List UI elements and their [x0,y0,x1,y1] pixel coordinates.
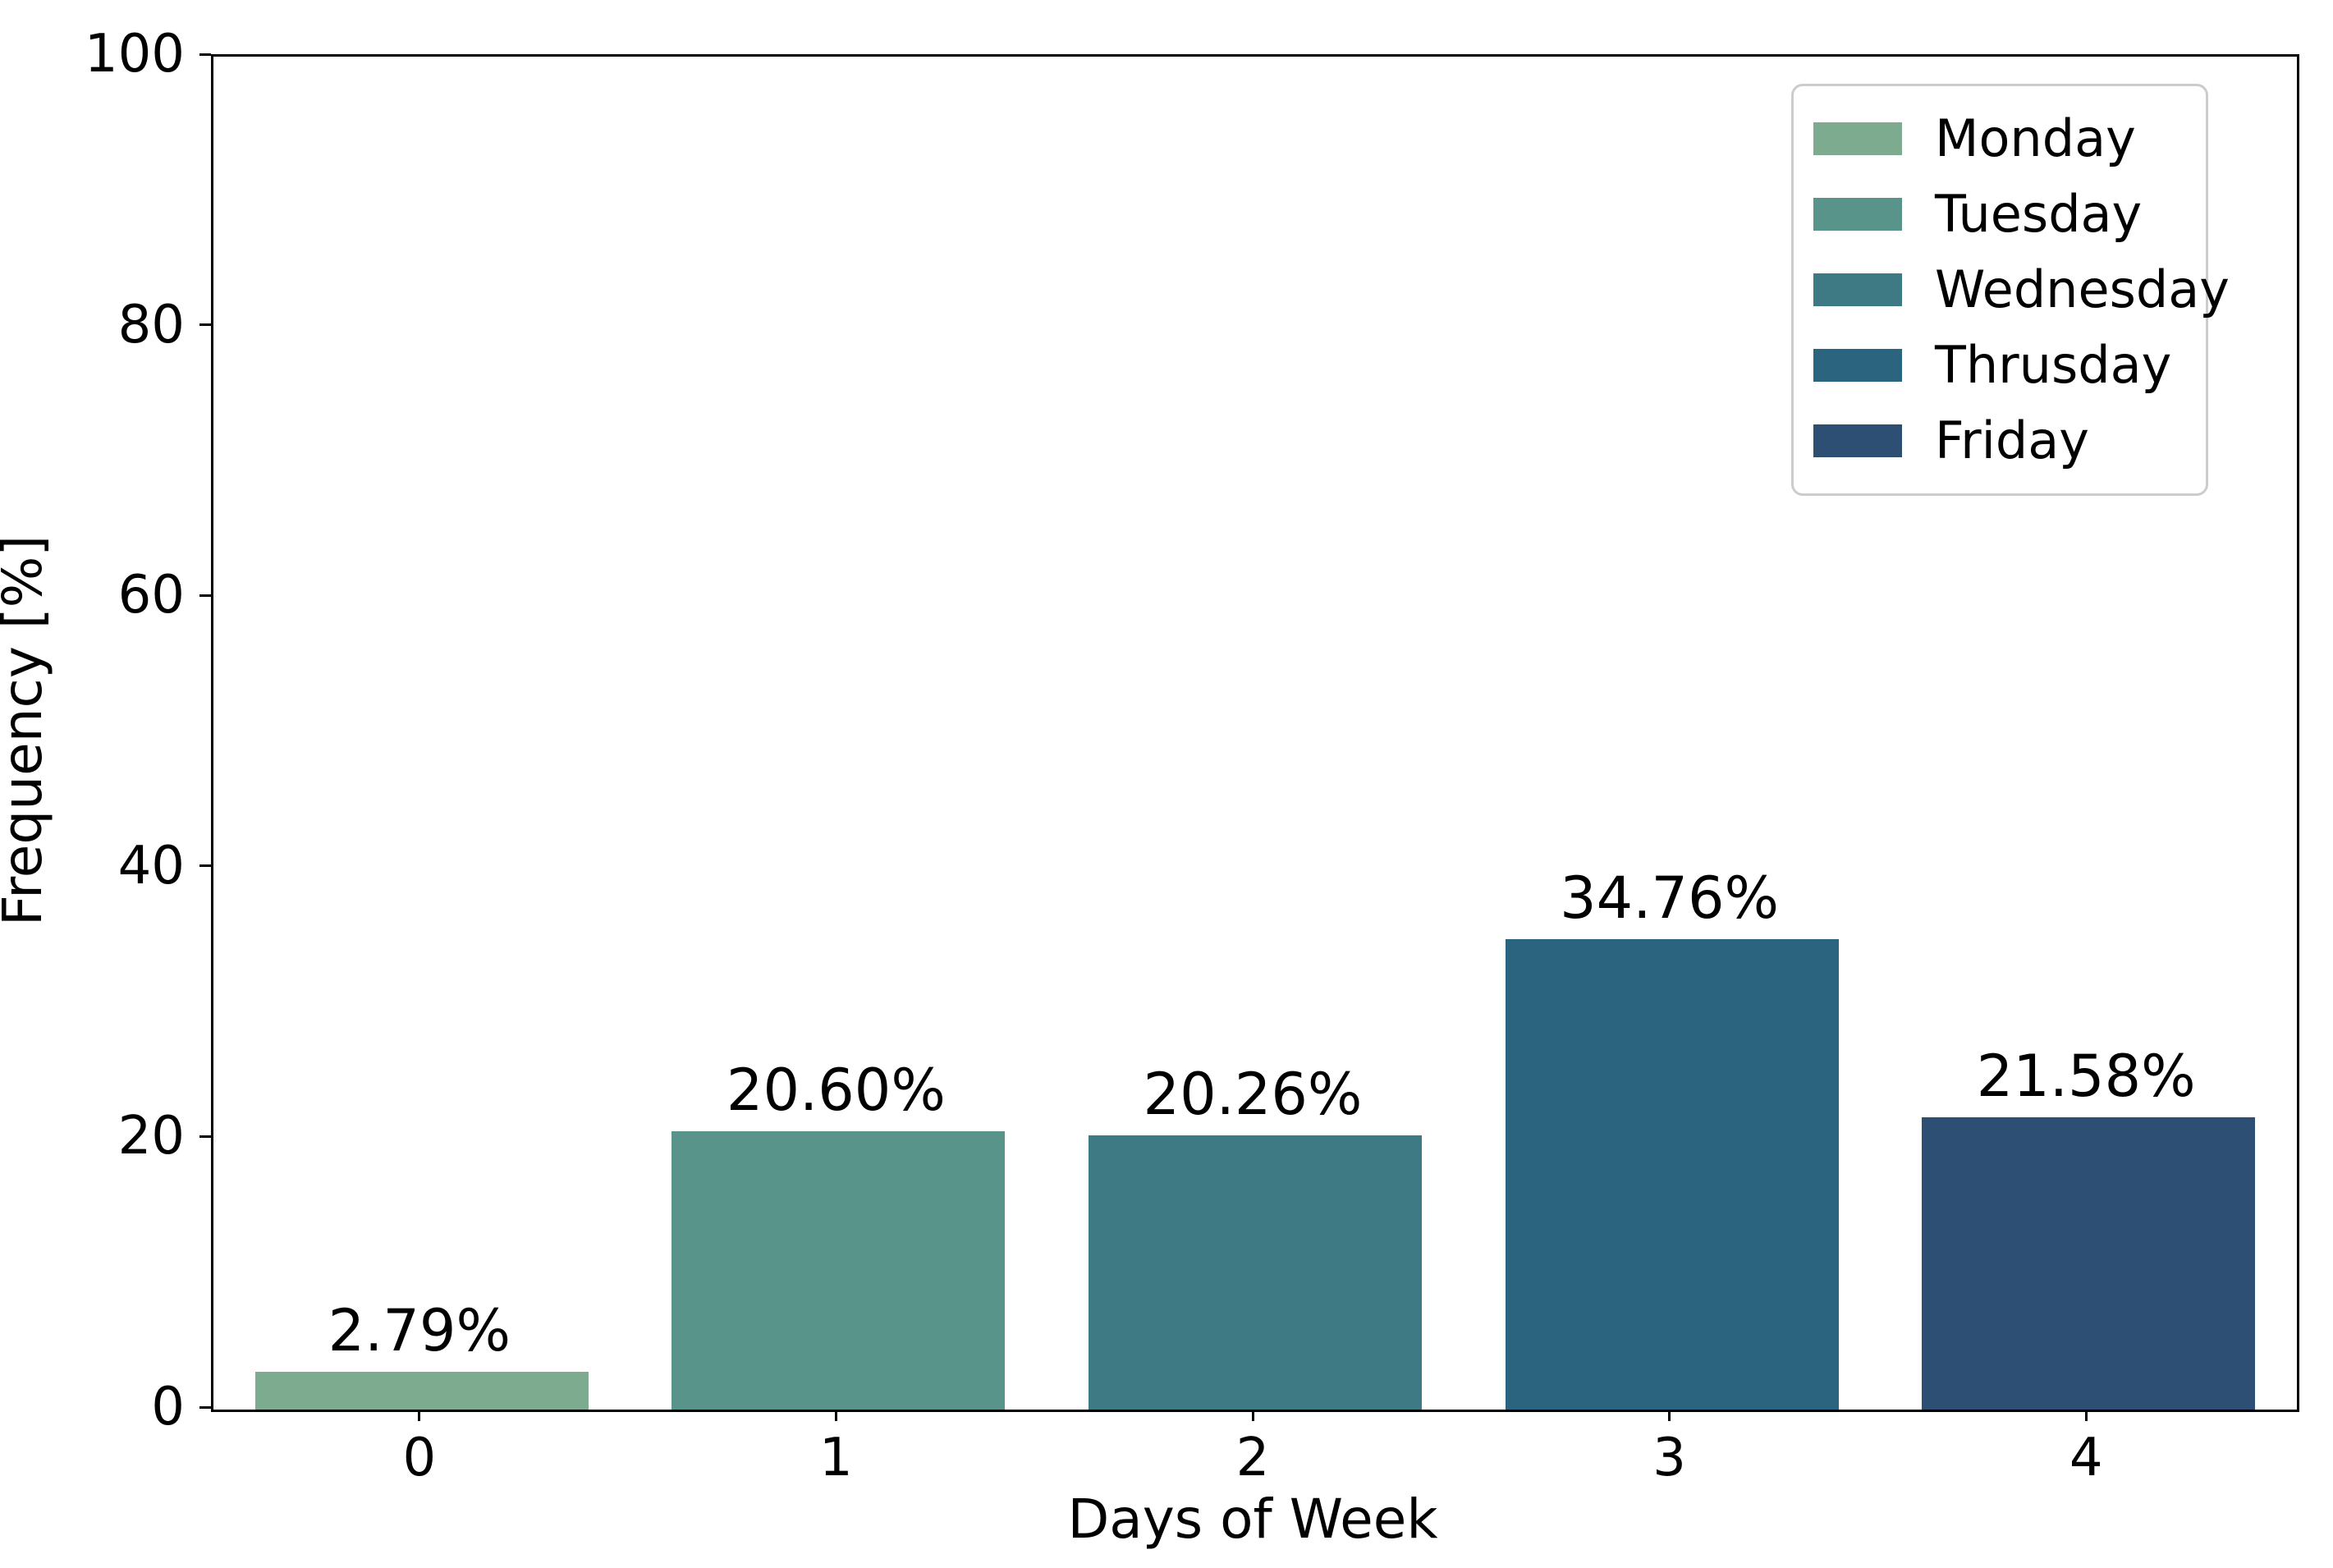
legend-item-friday: Friday [1813,403,2186,479]
y-tick-label: 40 [117,835,185,896]
y-tick-mark [199,53,211,56]
x-tick-mark [1668,1410,1671,1421]
bar-tuesday [671,1130,1006,1410]
legend-item-label: Friday [1935,410,2089,470]
legend-color-swatch [1813,122,1902,155]
x-tick-mark [834,1410,837,1421]
bar-value-label: 34.76% [1560,864,1780,933]
x-tick-mark [1251,1410,1254,1421]
legend-item-wednesday: Wednesday [1813,252,2230,328]
bar-monday [254,1372,589,1410]
x-tick-label: 0 [402,1428,437,1488]
y-tick-label: 60 [117,565,185,626]
legend-item-label: Thrusday [1935,335,2172,395]
bar-value-label: 21.58% [1976,1043,2196,1111]
legend-color-swatch [1813,349,1902,382]
x-tick-label: 1 [819,1428,853,1488]
legend-color-swatch [1813,273,1902,306]
x-tick-mark [2084,1410,2088,1421]
bar-value-label: 20.26% [1143,1061,1363,1129]
bar-value-label: 2.79% [328,1297,511,1365]
bar-thrusday [1505,939,1839,1410]
x-axis-label: Days of Week [1067,1488,1438,1551]
legend-color-swatch [1813,198,1902,231]
legend: Monday Tuesday Wednesday Thrusday Friday [1791,84,2230,496]
legend-item-tuesday: Tuesday [1813,177,2186,252]
bar-friday [1922,1117,2256,1410]
plot-area [211,54,2299,1412]
legend-item-label: Monday [1935,108,2136,168]
y-tick-mark [199,1405,211,1409]
y-tick-label: 20 [117,1106,185,1167]
legend-item-monday: Monday [1813,101,2186,177]
y-tick-mark [199,1135,211,1138]
x-tick-label: 3 [1652,1428,1686,1488]
y-tick-mark [199,864,211,868]
x-tick-mark [418,1410,421,1421]
legend-item-label: Tuesday [1935,184,2143,244]
x-tick-label: 2 [1235,1428,1270,1488]
y-tick-label: 100 [84,24,185,85]
y-tick-mark [199,594,211,597]
y-tick-label: 80 [117,294,185,355]
y-tick-label: 0 [151,1377,185,1437]
x-tick-label: 4 [2069,1428,2103,1488]
bar-value-label: 20.60% [726,1056,946,1124]
legend-color-swatch [1813,424,1902,457]
legend-item-thrusday: Thrusday [1813,328,2186,403]
legend-item-label: Wednesday [1935,259,2230,319]
y-tick-mark [199,323,211,327]
bar-wednesday [1088,1135,1423,1410]
bars-layer [213,57,2297,1410]
